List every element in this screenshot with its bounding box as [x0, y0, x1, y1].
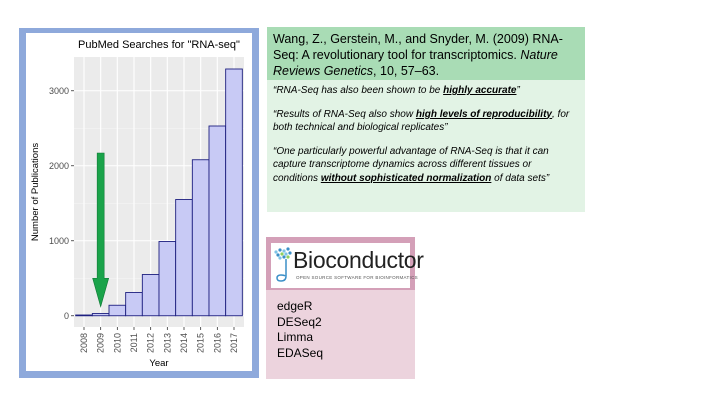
quote-text: , for both technical and biological repl…	[273, 108, 570, 134]
quote-text: ”	[516, 85, 520, 96]
y-tick-label: 0	[64, 311, 69, 321]
bar	[141, 274, 160, 317]
bar	[108, 304, 127, 317]
x-tick-label: 2012	[146, 333, 156, 353]
bioconductor-tagline: OPEN SOURCE SOFTWARE FOR BIOINFORMATICS	[296, 275, 418, 280]
quote-text: “Results of RNA-Seq also show	[273, 108, 416, 120]
x-tick-label: 2015	[196, 333, 206, 353]
arrow-down-icon	[92, 152, 110, 308]
bar	[225, 68, 243, 317]
quote-reproducibility: “Results of RNA-Seq also show high level…	[273, 108, 579, 135]
citation-journal: Nature Reviews Genetics	[273, 48, 558, 78]
quote-text: “One particularly powerful advantage of …	[273, 145, 549, 184]
quote-emphasis: high levels of reproducibility	[415, 108, 552, 120]
list-item: Limma	[277, 330, 314, 344]
bar	[75, 314, 93, 317]
x-tick-label: 2013	[162, 333, 172, 353]
quote-emphasis: without sophisticated normalization	[320, 172, 492, 184]
y-tick-label: 3000	[49, 86, 69, 96]
chart-area: 0 1000 2000 3000 2008 2009 2010 2011 2012 2013 201…	[26, 33, 252, 371]
citation-volume: , 10, 57–63.	[373, 64, 440, 78]
bar	[91, 313, 110, 317]
bar	[125, 292, 143, 317]
y-axis-label: Number of Publications	[30, 143, 41, 241]
bar-chart: 0 1000 2000 3000 2008 2009 2010 2011 2012 2013 201…	[30, 39, 244, 369]
x-tick-label: 2010	[112, 333, 122, 353]
quote-emphasis: highly accurate	[443, 85, 517, 96]
x-axis-label: Year	[149, 358, 168, 369]
bar	[191, 159, 210, 317]
list-item: EDASeq	[277, 345, 324, 360]
list-item: edgeR	[277, 299, 313, 313]
bar	[208, 125, 227, 317]
quote-text: of data sets”	[491, 172, 550, 184]
package-list: edgeR DESeq2 Limma EDASeq	[266, 290, 415, 379]
citation-text: Wang, Z., Gerstein, M., and Snyder, M. (…	[273, 32, 563, 62]
citation: Wang, Z., Gerstein, M., and Snyder, M. (…	[267, 27, 585, 80]
quotes-panel: “RNA-Seq has also been shown to be highl…	[267, 80, 585, 212]
chart-panel: 0 1000 2000 3000 2008 2009 2010 2011 2012 2013 201…	[19, 28, 259, 378]
x-tick-label: 2017	[229, 333, 239, 353]
bioconductor-wordmark: Bioconductor	[293, 247, 424, 273]
y-tick-label: 2000	[49, 161, 69, 171]
bar	[158, 241, 177, 317]
x-tick-label: 2014	[179, 333, 189, 353]
bioconductor-logo: Bioconductor OPEN SOURCE SOFTWARE FOR BI…	[271, 243, 424, 288]
x-tick-label: 2011	[129, 333, 139, 352]
chart-title: PubMed Searches for "RNA-seq"	[78, 39, 240, 51]
quote-accuracy: “RNA-Seq has also been shown to be highl…	[273, 84, 579, 98]
bioconductor-icon	[274, 247, 292, 282]
x-tick-label: 2016	[212, 333, 222, 353]
x-tick-label: 2009	[96, 333, 106, 353]
list-item: DESeq2	[277, 314, 322, 329]
bar	[175, 199, 193, 317]
x-tick-label: 2008	[79, 333, 89, 353]
quote-text: “RNA-Seq has also been shown to be	[273, 85, 444, 96]
y-tick-label: 1000	[49, 236, 69, 246]
quote-normalization: “One particularly powerful advantage of …	[273, 145, 579, 186]
